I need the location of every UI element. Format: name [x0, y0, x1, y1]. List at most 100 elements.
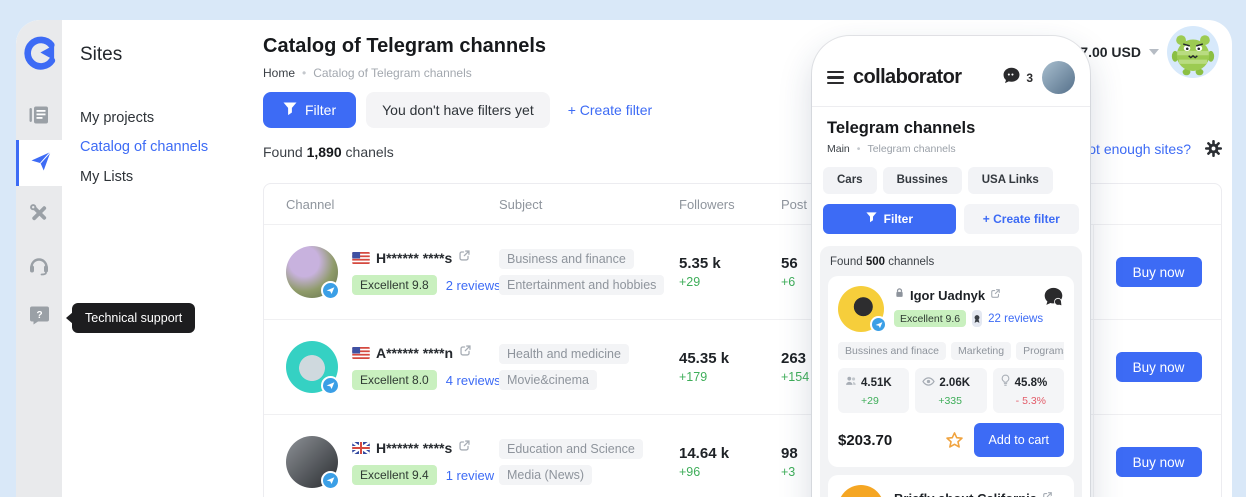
breadcrumb-home[interactable]: Home [263, 66, 296, 80]
create-filter-link[interactable]: + Create filter [567, 102, 653, 118]
channel-name[interactable]: A****** ****n [376, 345, 454, 361]
funnel-icon [866, 212, 877, 226]
external-link-icon[interactable] [458, 439, 471, 457]
gb-flag-icon [352, 442, 370, 454]
posts-value: 98 [781, 445, 798, 462]
sidebar-item-tools[interactable] [16, 192, 62, 238]
filter-button[interactable]: Filter [263, 92, 357, 128]
phone-create-filter-button[interactable]: + Create filter [963, 204, 1079, 234]
followers-value: 14.64 k [679, 445, 730, 462]
card-stats: 4.51K +29 2.06K +335 4 [838, 368, 1064, 413]
reviews-link[interactable]: 1 review [445, 467, 495, 483]
stat-value: 45.8% [1014, 377, 1048, 389]
stat-views: 2.06K +335 [915, 368, 987, 413]
funnel-icon [283, 102, 297, 119]
gear-icon[interactable] [1205, 140, 1222, 157]
favorite-star-icon[interactable] [945, 431, 964, 450]
phone-breadcrumb-separator: • [856, 143, 861, 155]
not-enough-sites-link[interactable]: Not enough sites? [1078, 140, 1191, 157]
breadcrumb-separator: • [302, 66, 307, 80]
reviews-link[interactable]: 4 reviews [445, 372, 501, 388]
subject-tag: Entertainment and hobbies [499, 275, 665, 295]
posts-delta: +3 [781, 465, 796, 479]
phone-filter-button-label: Filter [883, 212, 913, 226]
sidebar-item-support[interactable] [16, 244, 62, 290]
channel-avatar[interactable] [286, 341, 340, 395]
hamburger-menu-icon[interactable] [827, 70, 844, 85]
channel-avatar[interactable] [286, 246, 340, 300]
views-icon [922, 374, 936, 392]
phone-results-panel: Found 500 channels Igor Uadnyk [820, 246, 1082, 497]
stat-value: 4.51K [861, 377, 892, 389]
phone-user-avatar[interactable] [1042, 61, 1075, 94]
headset-icon [28, 254, 50, 281]
phone-breadcrumb-current: Telegram channels [867, 143, 956, 155]
channel-name[interactable]: H****** ****s [376, 250, 453, 266]
mascot-avatar[interactable] [1167, 26, 1219, 78]
table-header: Channel Subject Followers Post [264, 184, 1221, 224]
chip-usa-links[interactable]: USA Links [967, 167, 1053, 194]
found-suffix: chanels [345, 144, 394, 160]
card-tags: Bussines and finace Marketing Programs [838, 342, 1064, 360]
buy-now-button[interactable]: Buy now [1115, 352, 1202, 382]
buy-now-button[interactable]: Buy now [1115, 447, 1202, 477]
channel-name[interactable]: Briefly about California [894, 491, 1037, 497]
menu-item-catalog-of-channels[interactable]: Catalog of channels [80, 139, 209, 155]
channel-name[interactable]: H****** ****s [376, 440, 453, 456]
sidebar-item-help[interactable]: ? [16, 295, 62, 341]
collaborator-logo-icon[interactable] [22, 36, 56, 70]
stat-followers: 4.51K +29 [838, 368, 910, 413]
no-filters-message: You don't have filters yet [366, 92, 550, 128]
followers-value: 45.35 k [679, 350, 730, 367]
column-subject: Subject [499, 196, 543, 212]
followers-delta: +96 [679, 465, 701, 479]
phone-page-title: Telegram channels [827, 119, 976, 137]
help-chat-icon: ? [29, 305, 50, 331]
phone-mockup: collaborator 3 Telegram channels Main • Te… [812, 36, 1090, 497]
subject-tag: Bussines and finace [838, 342, 946, 360]
phone-chat-button[interactable]: 3 [1002, 66, 1033, 90]
phone-brand-logo: collaborator [853, 66, 962, 88]
channel-avatar[interactable] [838, 485, 884, 497]
reviews-link[interactable]: 2 reviews [445, 277, 501, 293]
menu-item-my-lists[interactable]: My Lists [80, 169, 134, 185]
buy-now-button[interactable]: Buy now [1115, 257, 1202, 287]
chip-cars[interactable]: Cars [823, 167, 877, 194]
card-chat-icon[interactable] [1043, 286, 1064, 332]
stat-delta: +335 [938, 395, 962, 407]
filter-toolbar: Filter You don't have filters yet + Crea… [263, 92, 652, 128]
stat-value: 2.06K [939, 377, 971, 389]
phone-filter-chips: Cars Bussines USA Links [823, 167, 1079, 194]
phone-breadcrumb-home[interactable]: Main [827, 143, 850, 155]
sidebar-item-projects[interactable] [16, 94, 62, 140]
subject-tag: Business and finance [499, 249, 634, 269]
rating-badge: Excellent 9.8 [352, 275, 437, 295]
channels-table: Channel Subject Followers Post H*** [263, 183, 1222, 497]
external-link-icon[interactable] [458, 249, 471, 267]
add-to-cart-button[interactable]: Add to cart [973, 423, 1064, 457]
sidebar-item-channels[interactable] [16, 140, 62, 186]
channel-avatar[interactable] [286, 436, 340, 490]
channel-name[interactable]: Igor Uadnyk [910, 287, 986, 303]
external-link-icon[interactable] [990, 286, 1001, 304]
filter-button-label: Filter [305, 102, 337, 118]
channel-avatar[interactable] [838, 286, 887, 333]
external-link-icon[interactable] [1042, 489, 1053, 497]
followers-icon [845, 374, 857, 392]
sidebar-title: Sites [80, 44, 123, 65]
rating-badge: Excellent 9.4 [352, 465, 437, 485]
tooltip-technical-support: Technical support [65, 303, 196, 333]
subject-tag: Movie&cinema [499, 370, 597, 390]
medal-badge-icon [972, 310, 983, 327]
chevron-down-icon[interactable] [1149, 49, 1159, 60]
phone-filter-button[interactable]: Filter [823, 204, 956, 234]
reviews-link[interactable]: 22 reviews [988, 312, 1044, 325]
main-content: Catalog of Telegram channels Home • Catalo… [243, 20, 1232, 497]
external-link-icon[interactable] [459, 344, 472, 362]
breadcrumb: Home • Catalog of Telegram channels [263, 66, 472, 80]
telegram-badge-icon [321, 471, 340, 490]
subject-tag: Health and medicine [499, 344, 629, 364]
chip-bussines[interactable]: Bussines [882, 167, 962, 194]
projects-icon [28, 104, 50, 131]
menu-item-my-projects[interactable]: My projects [80, 110, 155, 126]
